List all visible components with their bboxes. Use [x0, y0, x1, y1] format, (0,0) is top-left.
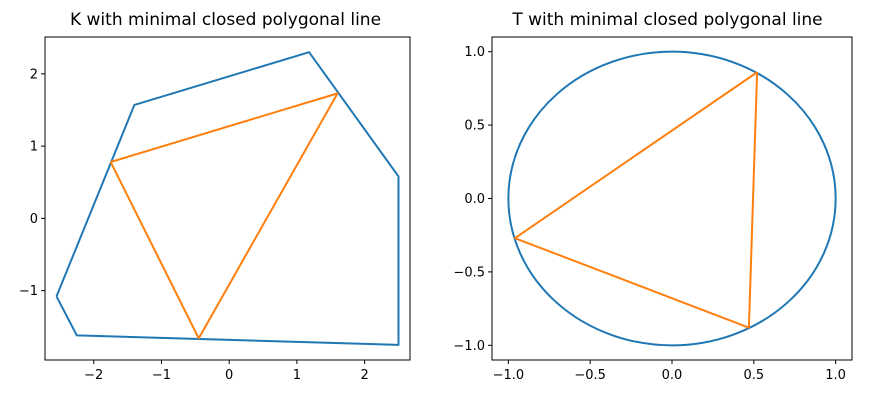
series-t-1 — [513, 71, 759, 329]
x-axis-t: −1.0 −0.5 0.0 0.5 1.0 — [493, 360, 846, 383]
x-tick-label-t-4: 1.0 — [825, 368, 846, 383]
y-tick-label-t-3: 0.5 — [464, 119, 485, 134]
plot-area-k — [55, 51, 400, 346]
x-tick-label-t-1: −0.5 — [574, 368, 606, 383]
y-axis-k: −1 0 1 2 — [19, 67, 45, 299]
axes-frame-t — [491, 36, 853, 361]
y-tick-label-k-2: 1 — [30, 140, 38, 155]
axes-border-k — [44, 36, 411, 361]
series-k-0 — [55, 51, 400, 346]
axes-border-t — [491, 36, 853, 361]
x-tick-label-k-3: 1 — [293, 368, 301, 383]
plot-area-t — [507, 50, 837, 347]
y-tick-label-t-1: −0.5 — [453, 265, 485, 280]
y-axis-t: −1.0 −0.5 0.0 0.5 1.0 — [453, 45, 492, 354]
axes-frame-k — [44, 36, 411, 361]
x-axis-k: −2 −1 0 1 2 — [84, 360, 369, 383]
y-tick-label-k-1: 0 — [30, 212, 38, 227]
chart-title-k: K with minimal closed polygonal line — [70, 10, 381, 30]
x-tick-label-t-3: 0.5 — [743, 368, 764, 383]
y-tick-label-k-3: 2 — [30, 67, 38, 82]
series-k-1 — [109, 92, 339, 340]
panel-t: T with minimal closed polygonal line −1.… — [453, 10, 853, 383]
y-tick-label-k-0: −1 — [19, 284, 38, 299]
y-tick-label-t-0: −1.0 — [453, 339, 485, 354]
y-tick-label-t-2: 0.0 — [464, 192, 485, 207]
y-tick-label-t-4: 1.0 — [464, 45, 485, 60]
x-tick-label-k-4: 2 — [360, 368, 368, 383]
panel-k: K with minimal closed polygonal line −2−… — [19, 10, 411, 383]
x-tick-label-t-2: 0.0 — [662, 368, 683, 383]
x-tick-label-t-0: −1.0 — [493, 368, 525, 383]
x-tick-label-k-1: −1 — [152, 368, 171, 383]
series-t-0 — [507, 50, 837, 347]
chart-title-t: T with minimal closed polygonal line — [511, 10, 822, 30]
x-tick-label-k-0: −2 — [84, 368, 103, 383]
x-tick-label-k-2: 0 — [225, 368, 233, 383]
